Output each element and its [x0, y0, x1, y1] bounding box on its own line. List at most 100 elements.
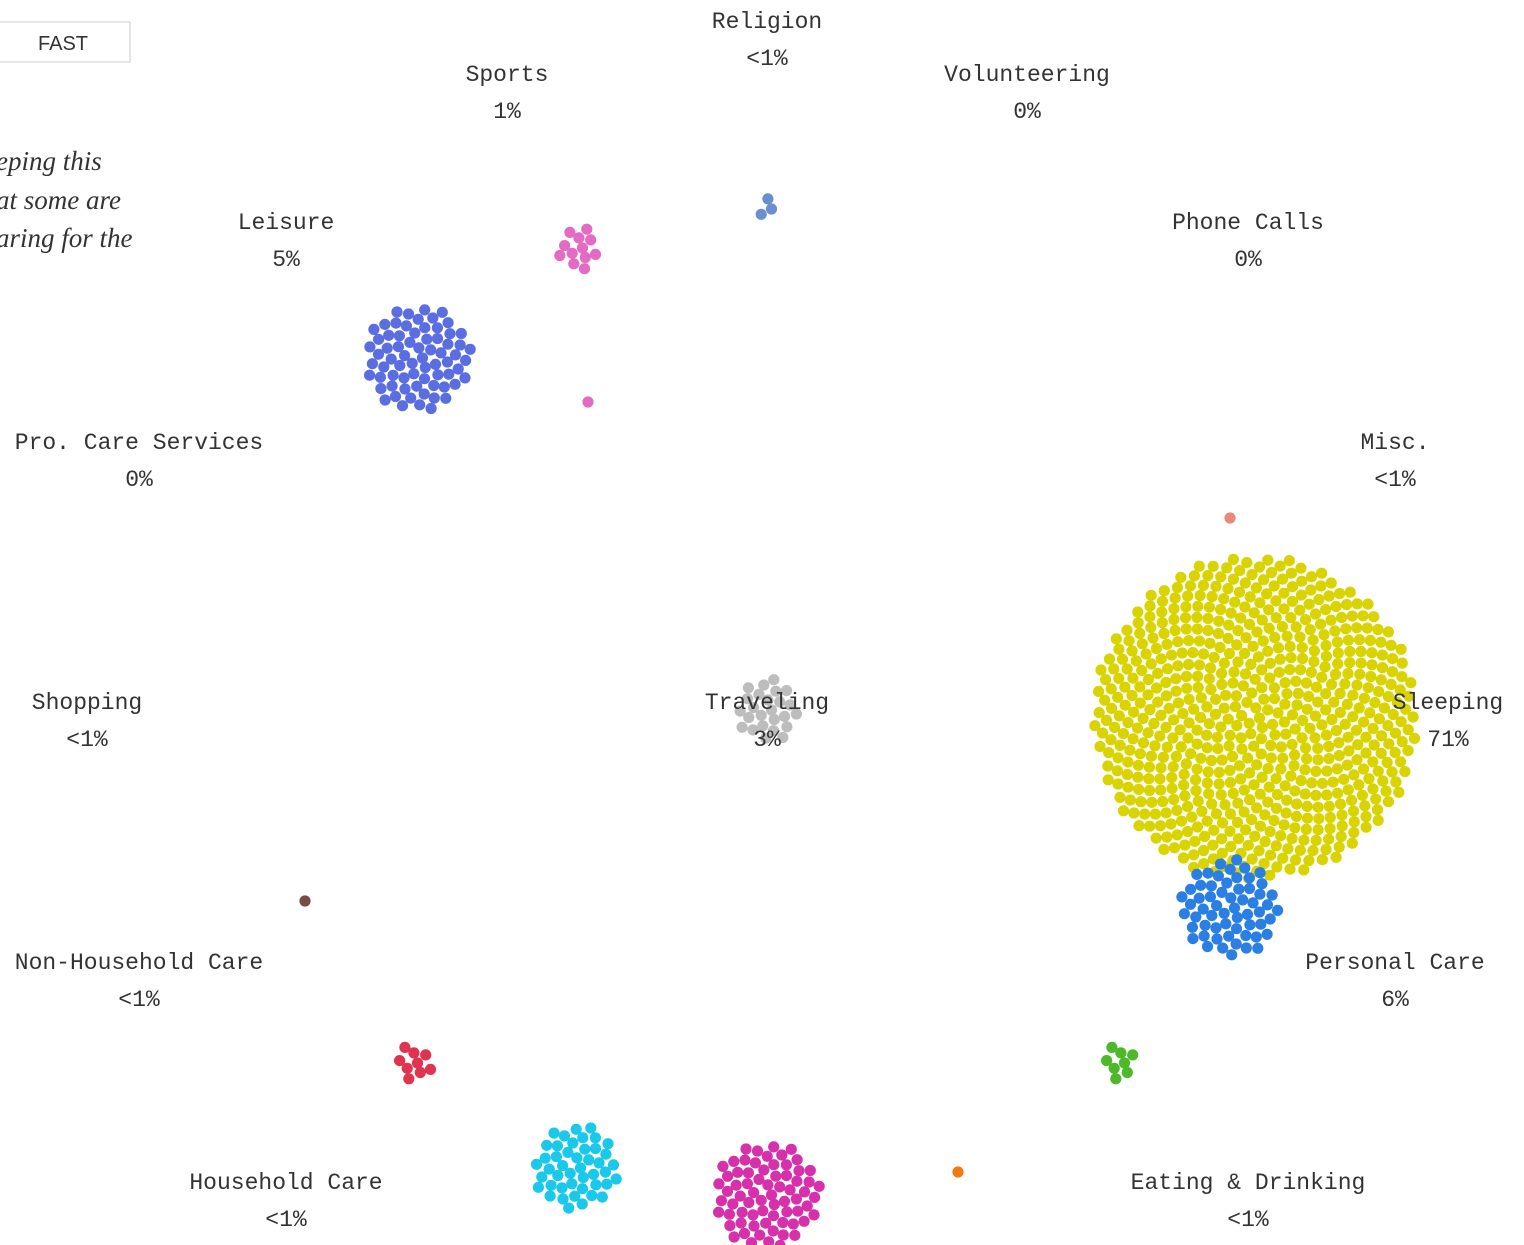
dot	[551, 1140, 564, 1152]
dot	[1117, 728, 1129, 740]
dot	[1355, 657, 1367, 669]
dot	[1194, 590, 1206, 602]
dot	[809, 1191, 821, 1203]
dot	[1250, 702, 1262, 714]
dot	[1265, 566, 1278, 579]
dot	[1342, 731, 1354, 743]
dot	[571, 1152, 583, 1164]
dot	[1251, 802, 1263, 814]
dot	[1320, 604, 1332, 616]
button-label[interactable]: FAST	[38, 33, 88, 55]
dot	[1258, 693, 1270, 705]
dot	[1203, 718, 1215, 730]
dot	[767, 1225, 779, 1237]
dot	[1254, 788, 1266, 800]
dot	[454, 339, 466, 351]
dot	[1232, 797, 1244, 809]
dot	[541, 1139, 553, 1151]
dot	[1239, 862, 1251, 874]
dot-cluster	[1224, 512, 1236, 524]
speed-button[interactable]: FAST	[0, 21, 131, 63]
dot	[1215, 721, 1227, 733]
dot	[1342, 668, 1354, 680]
dot	[390, 317, 402, 329]
dot	[770, 1170, 782, 1182]
dot	[724, 1220, 736, 1232]
dot	[1286, 595, 1298, 607]
dot	[1247, 897, 1259, 909]
dot	[1277, 752, 1289, 764]
dot	[1220, 918, 1232, 930]
dot	[1202, 570, 1214, 582]
dot	[1137, 737, 1150, 749]
dot	[587, 1168, 600, 1180]
dot	[1204, 662, 1217, 674]
dot	[1171, 804, 1183, 817]
dot	[576, 242, 589, 254]
dot	[1294, 631, 1306, 643]
dot	[1253, 845, 1265, 857]
dot	[1192, 600, 1204, 612]
dot	[1218, 907, 1230, 919]
dot	[1238, 806, 1250, 818]
dot	[1149, 740, 1161, 752]
dot	[1203, 601, 1215, 613]
dot	[1333, 750, 1345, 762]
dot	[1308, 656, 1320, 668]
dot	[421, 333, 433, 345]
dot	[1180, 670, 1193, 683]
dot	[1102, 760, 1114, 772]
dot	[1282, 843, 1294, 855]
dot	[1303, 598, 1315, 610]
dot	[1281, 630, 1293, 642]
dot	[1344, 586, 1356, 598]
dot	[1206, 909, 1218, 922]
dot	[713, 1178, 725, 1190]
dot	[743, 1196, 755, 1209]
activity-name: Household Care	[189, 1170, 382, 1196]
dot	[1299, 764, 1311, 776]
activity-share: 5%	[272, 247, 300, 273]
dot	[1207, 839, 1219, 851]
dot	[566, 1178, 578, 1190]
dot	[399, 1041, 411, 1053]
dot	[1373, 713, 1385, 725]
activity-share: 0%	[125, 467, 153, 493]
dot	[1325, 577, 1337, 589]
dot	[1175, 741, 1187, 753]
dot	[1268, 682, 1280, 694]
dot	[1201, 815, 1213, 827]
dot	[728, 1231, 740, 1243]
dot	[600, 1148, 612, 1160]
dot	[1262, 762, 1274, 775]
dot	[1323, 590, 1335, 602]
dot	[1112, 778, 1124, 790]
dot	[778, 1195, 791, 1207]
dot	[1341, 599, 1353, 611]
dot	[1368, 739, 1380, 751]
dot	[1341, 698, 1353, 711]
dot	[1165, 818, 1177, 830]
dot	[536, 1171, 548, 1183]
dot	[1239, 601, 1251, 613]
dot	[1172, 697, 1185, 709]
dot	[734, 1190, 746, 1202]
dot	[436, 306, 448, 318]
dot	[1204, 891, 1216, 903]
dot	[1127, 1049, 1139, 1061]
dot	[1280, 807, 1292, 819]
dot	[1223, 619, 1235, 631]
button-frame[interactable]	[0, 21, 131, 63]
dot	[1270, 840, 1282, 852]
activity-share: <1%	[265, 1207, 307, 1233]
dot	[416, 352, 429, 364]
dot	[1216, 678, 1228, 691]
dot	[1223, 740, 1235, 752]
dot	[787, 1218, 799, 1230]
dot	[460, 354, 472, 366]
dot	[1210, 693, 1222, 705]
dot	[1351, 622, 1363, 634]
dot	[1320, 704, 1332, 716]
dot	[443, 368, 455, 380]
dot	[1105, 683, 1117, 695]
